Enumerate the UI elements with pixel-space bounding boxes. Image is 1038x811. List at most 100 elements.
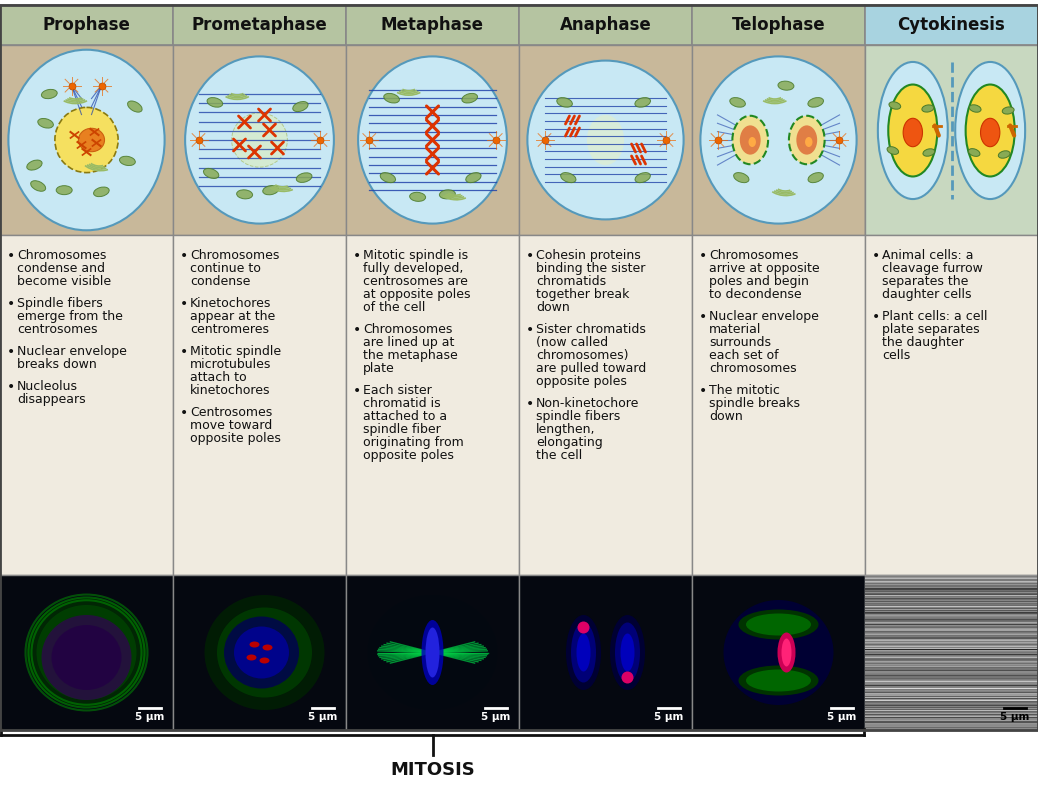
Bar [865,604,1038,605]
Bar [865,657,1038,658]
Ellipse shape [777,633,795,672]
Text: at opposite poles: at opposite poles [363,288,470,301]
Bar [865,605,1038,606]
Bar [865,607,1038,608]
Bar [865,624,1038,625]
Bar [865,693,1038,694]
Bar [865,581,1038,582]
Ellipse shape [805,137,813,147]
Bar [865,596,1038,597]
Bar [865,633,1038,634]
Bar [865,610,1038,611]
Bar [865,676,1038,677]
Text: Nucleolus: Nucleolus [17,380,78,393]
Ellipse shape [635,97,651,107]
Text: Plant cells: a cell: Plant cells: a cell [882,310,987,323]
Bar [519,235,692,575]
Text: opposite poles: opposite poles [536,375,627,388]
Text: kinetochores: kinetochores [190,384,271,397]
Bar [0,575,173,730]
Bar [865,597,1038,598]
Ellipse shape [234,627,289,679]
Text: spindle breaks: spindle breaks [709,397,800,410]
Bar [865,592,1038,593]
Bar [865,235,1038,575]
Text: 5 μm: 5 μm [135,712,165,722]
Text: •: • [353,384,361,398]
Bar [865,617,1038,618]
Ellipse shape [367,595,497,710]
Bar [865,704,1038,705]
Text: Cytokinesis: Cytokinesis [898,16,1006,34]
Ellipse shape [293,101,308,112]
Ellipse shape [610,615,645,690]
Bar [0,45,173,235]
Ellipse shape [903,118,923,147]
Ellipse shape [878,62,948,199]
Ellipse shape [52,625,121,690]
Text: binding the sister: binding the sister [536,262,646,275]
Text: surrounds: surrounds [709,336,771,349]
Bar [865,618,1038,619]
Text: Chromosomes: Chromosomes [709,249,798,262]
Bar [865,661,1038,662]
Text: spindle fiber: spindle fiber [363,423,441,436]
Text: condense: condense [190,275,250,288]
Ellipse shape [738,666,819,696]
Bar [865,666,1038,667]
Text: lengthen,: lengthen, [536,423,596,436]
Bar [865,590,1038,591]
Bar [865,584,1038,585]
Ellipse shape [740,126,761,155]
Ellipse shape [237,190,252,199]
Bar [865,695,1038,696]
Bar [865,702,1038,703]
Ellipse shape [808,97,823,107]
Text: •: • [7,249,16,263]
Bar [865,641,1038,642]
Bar [865,726,1038,727]
Bar [865,678,1038,679]
Ellipse shape [466,173,481,182]
Bar [865,615,1038,616]
Text: Nuclear envelope: Nuclear envelope [17,345,127,358]
Ellipse shape [586,115,624,165]
Text: Chromosomes: Chromosomes [190,249,279,262]
Bar [865,587,1038,588]
Ellipse shape [889,101,901,109]
Text: Nuclear envelope: Nuclear envelope [709,310,819,323]
Text: appear at the: appear at the [190,310,275,323]
Bar [865,662,1038,663]
Text: opposite poles: opposite poles [363,449,454,462]
Ellipse shape [782,638,792,667]
Bar [173,45,346,235]
Ellipse shape [566,615,601,690]
Bar [865,580,1038,581]
Bar [519,45,692,235]
Text: centrosomes: centrosomes [17,323,98,336]
Bar [865,625,1038,626]
Ellipse shape [36,605,137,700]
Text: chromatids: chromatids [536,275,606,288]
Bar [865,674,1038,675]
Bar [865,611,1038,612]
Bar [865,659,1038,660]
Ellipse shape [789,116,824,165]
Text: Sister chromatids: Sister chromatids [536,323,646,336]
Text: Mitotic spindle: Mitotic spindle [190,345,281,358]
Bar [865,602,1038,603]
Bar [865,698,1038,699]
Text: opposite poles: opposite poles [190,432,281,445]
Ellipse shape [8,49,165,230]
Text: attached to a: attached to a [363,410,447,423]
Bar [865,627,1038,628]
Bar [865,648,1038,649]
Bar [865,45,1038,235]
Ellipse shape [27,598,146,707]
Text: centromeres: centromeres [190,323,269,336]
Bar [865,723,1038,724]
Bar [865,688,1038,689]
Bar [865,656,1038,657]
Ellipse shape [260,658,270,663]
Text: •: • [699,310,707,324]
